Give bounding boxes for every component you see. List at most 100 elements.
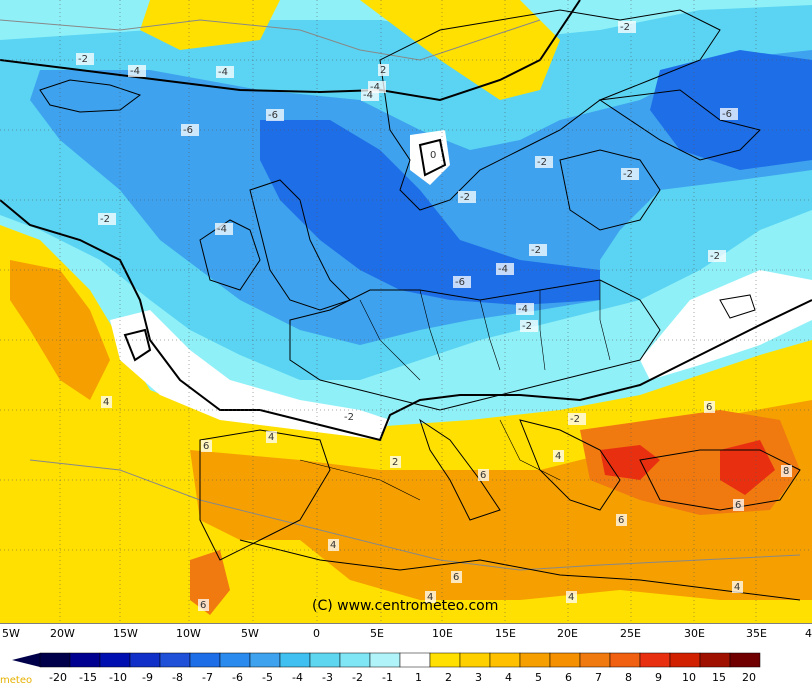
contour-label-bg [266,431,277,443]
cold-region-deep [260,120,600,305]
contour-label: 6 [735,500,741,511]
contour-label-bg [451,571,462,583]
warm-region-orange-iberia [190,550,230,615]
legend-value: -5 [262,671,273,684]
longitude-label: 10E [432,627,453,640]
contour-label: -2 [460,192,470,203]
two-isotherm [0,19,541,61]
contour-label-bg [621,168,639,180]
contour-label: -4 [218,67,228,78]
legend-value: 6 [565,671,572,684]
contour-label-bg [98,213,116,225]
legend-swatch [249,652,281,668]
contour-label: -6 [183,125,193,136]
longitude-label: 25E [620,627,641,640]
contour-label-bg [781,465,792,477]
legend-swatch [669,652,701,668]
white-zero-band-west [110,310,390,440]
legend-swatch [579,652,611,668]
longitude-label: 5W [2,627,20,640]
longitude-label: 35E [746,627,767,640]
legend-swatch [309,652,341,668]
contour-label-bg [732,581,743,593]
contour-label: 4 [427,592,433,603]
contour-label: -2 [344,412,354,423]
country-borders [299,280,611,501]
legend-swatch [369,652,401,668]
legend-value: 20 [742,671,756,684]
contour-label: -2 [78,54,88,65]
longitude-label: 15E [495,627,516,640]
contour-label: 2 [392,457,398,468]
contour-label: -4 [130,66,140,77]
contour-label-bg [101,396,112,408]
legend-value: 3 [475,671,482,684]
contour-label: 8 [783,466,789,477]
contour-label-bg [496,263,514,275]
legend-value: 4 [505,671,512,684]
legend-swatch [69,652,101,668]
contour-label-bg [216,66,234,78]
contour-label-bg [361,89,379,101]
legend-swatch [39,652,71,668]
contour-labels: -2-4-4-6-2-4-2-6-2-2-4-2-4-2-6-2-4-6-2-4… [76,21,792,611]
contour-label-bg [616,514,627,526]
copyright-text: (C) www.centrometeo.com [312,598,498,614]
contour-label-bg [378,64,389,76]
temperature-anomaly-map: -2-4-4-6-2-4-2-6-2-2-4-2-4-2-6-2-4-6-2-4… [0,0,812,623]
contour-label-bg [708,250,726,262]
contour-label: -2 [570,414,580,425]
legend-swatch [489,652,521,668]
contour-label-bg [425,591,436,603]
contour-label: 4 [268,432,274,443]
legend-value: -6 [232,671,243,684]
yellow-nw [140,0,280,50]
contour-label: 6 [203,441,209,452]
contour-label-bg [453,276,471,288]
legend-value: 7 [595,671,602,684]
legend-swatch [729,652,761,668]
contour-label-bg [128,65,146,77]
contour-label-bg [478,469,489,481]
legend-value: 9 [655,671,662,684]
legend-value: 2 [445,671,452,684]
contour-label-bg [181,124,199,136]
contour-label: -6 [268,110,278,121]
legend-value: 10 [682,671,696,684]
legend-swatch [99,652,131,668]
contour-label-bg [215,223,233,235]
longitude-label: 0 [313,627,320,640]
contour-label-bg [618,21,636,33]
color-legend: meteo -20 -15 -10 -9 -8 -7 -6 -5 -4 -3 -2 -1 1 2 3 4 5 6 7… [0,645,812,687]
legend-swatch [159,652,191,668]
legend-value: -7 [202,671,213,684]
contour-label-bg [198,599,209,611]
contour-label: -2 [522,321,532,332]
contour-label-bg [733,499,744,511]
contour-label: 0 [430,150,436,161]
contour-label: 6 [200,600,206,611]
contour-label-bg [266,109,284,121]
zero-isotherm-loop2 [418,138,447,177]
contour-label: -2 [100,214,110,225]
contour-label-bg [328,539,339,551]
legend-value: -9 [142,671,153,684]
contour-label-bg [520,320,538,332]
legend-value: -3 [322,671,333,684]
longitude-label: 20W [50,627,75,640]
legend-swatch [279,652,311,668]
contour-label: -2 [531,245,541,256]
legend-arrow-left [12,653,40,667]
contour-label: 4 [734,582,740,593]
contour-label: -6 [722,109,732,120]
contour-label-bg [76,53,94,65]
legend-swatch [399,652,431,668]
coastlines [39,9,801,601]
legend-swatch [609,652,641,668]
warm-region-orange-west [10,260,110,400]
longitude-label: 5E [370,627,384,640]
longitude-label: 5W [241,627,259,640]
contour-label-bg [390,456,401,468]
contour-label: -6 [455,277,465,288]
legend-swatch [429,652,461,668]
